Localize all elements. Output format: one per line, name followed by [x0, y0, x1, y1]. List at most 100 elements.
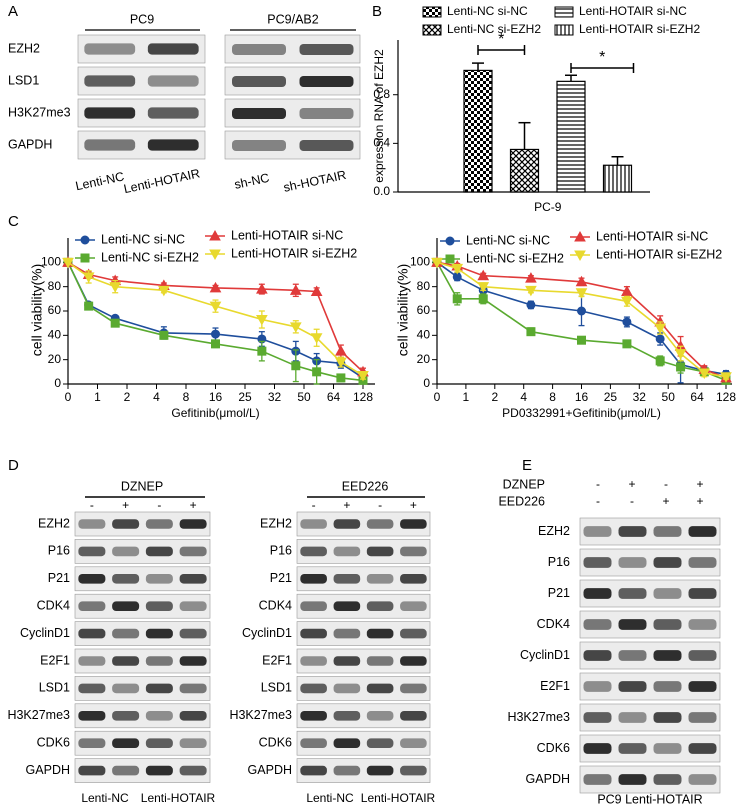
blot-band	[78, 711, 106, 721]
blot-row-label: GAPDH	[8, 137, 52, 151]
blot-row-label: E2F1	[262, 653, 292, 667]
blot-band	[145, 519, 173, 529]
point	[256, 283, 268, 294]
blot-band	[583, 619, 612, 630]
panel-label: A	[8, 3, 18, 20]
blot-band	[400, 738, 427, 748]
point	[452, 294, 462, 304]
legend-marker	[445, 236, 455, 246]
blot-band	[653, 712, 682, 723]
lane-label: Lenti-NC	[74, 169, 125, 193]
blot-row-label: GAPDH	[526, 772, 570, 786]
blot-row-label: P21	[48, 571, 70, 585]
bar	[509, 148, 540, 193]
blot-band	[112, 765, 140, 776]
blot-band	[688, 650, 717, 661]
significance-bracket	[570, 63, 635, 73]
blot-band	[333, 683, 361, 694]
point	[257, 346, 267, 356]
blot-row-label: P16	[548, 555, 570, 569]
legend-label: Lenti-NC si-NC	[447, 4, 528, 18]
blot-band	[84, 107, 136, 119]
point	[577, 306, 586, 316]
blot-band	[84, 43, 136, 55]
blot-band	[112, 574, 140, 584]
blot-band	[583, 681, 612, 692]
series-line	[436, 261, 727, 382]
point	[312, 367, 322, 377]
blot-band	[179, 601, 207, 611]
point	[209, 281, 222, 293]
blot-band	[232, 44, 286, 55]
blot-row-label: GAPDH	[26, 763, 70, 777]
point	[84, 301, 94, 311]
point	[291, 361, 301, 371]
blot-band	[366, 546, 394, 557]
series-line	[67, 261, 364, 373]
blot-band	[299, 108, 354, 119]
point	[357, 370, 369, 382]
blot-row-label: H3K27me3	[507, 710, 570, 724]
x-tick-label: 32	[268, 390, 282, 404]
x-tick-label: 2	[124, 390, 131, 404]
point	[674, 349, 687, 360]
blot-band	[232, 140, 286, 151]
blot-band	[653, 619, 682, 630]
blot-band	[688, 712, 717, 723]
blot-band	[366, 574, 394, 584]
blot-band	[400, 711, 427, 721]
blot-band	[400, 656, 427, 666]
blot-band	[618, 681, 647, 692]
blot-band	[366, 711, 394, 721]
legend-label: Lenti-HOTAIR si-EZH2	[579, 22, 700, 36]
legend-marker	[445, 254, 455, 264]
legend-marker	[209, 249, 221, 261]
blot-band	[147, 107, 199, 119]
blot-band	[688, 681, 717, 692]
treatment-sign: -	[596, 494, 600, 508]
blot-band	[333, 628, 361, 639]
group-label: Lenti-NC	[81, 791, 129, 805]
panel-label: B	[372, 3, 382, 20]
treatment-label: DZNEP	[121, 479, 163, 493]
blot-band	[333, 656, 361, 666]
y-tick-label: 0.4	[373, 136, 390, 150]
treatment-sign: +	[696, 477, 703, 491]
point	[526, 300, 536, 310]
treatment-sign: +	[410, 498, 417, 512]
blot-row-label: EZH2	[38, 516, 70, 530]
x-tick-label: 2	[491, 390, 498, 404]
blot-band	[299, 76, 354, 87]
legend-label: Lenti-NC si-EZH2	[101, 250, 199, 264]
point	[621, 296, 633, 308]
point	[159, 330, 169, 340]
legend-swatch	[422, 24, 442, 36]
blot-band	[653, 743, 682, 754]
blot-band	[78, 738, 106, 748]
blot-band	[618, 526, 647, 537]
blot-row-label: H3K27me3	[8, 105, 71, 119]
blot-band	[583, 588, 612, 599]
point	[575, 275, 588, 287]
blot-band	[179, 656, 207, 666]
blot-band	[618, 712, 647, 723]
point	[62, 257, 74, 269]
group-label: Lenti-HOTAIR	[141, 791, 216, 805]
point	[526, 327, 536, 337]
blot-band	[618, 588, 647, 599]
blot-row-label: EZH2	[538, 524, 570, 538]
blot-band	[300, 519, 327, 529]
significance-label: *	[498, 31, 504, 48]
blot-band	[618, 557, 647, 568]
point	[720, 372, 732, 383]
point	[525, 285, 537, 297]
blot-band	[179, 519, 207, 529]
legend-label: Lenti-HOTAIR si-NC	[579, 4, 687, 18]
blot-band	[400, 683, 427, 694]
blot-band	[688, 619, 717, 630]
x-axis-title: PD0332991+Gefitinib(μmol/L)	[502, 406, 661, 420]
blot-band	[145, 574, 173, 584]
x-tick-label: 16	[209, 390, 223, 404]
blot-band	[333, 765, 361, 776]
blot-band	[300, 656, 327, 666]
